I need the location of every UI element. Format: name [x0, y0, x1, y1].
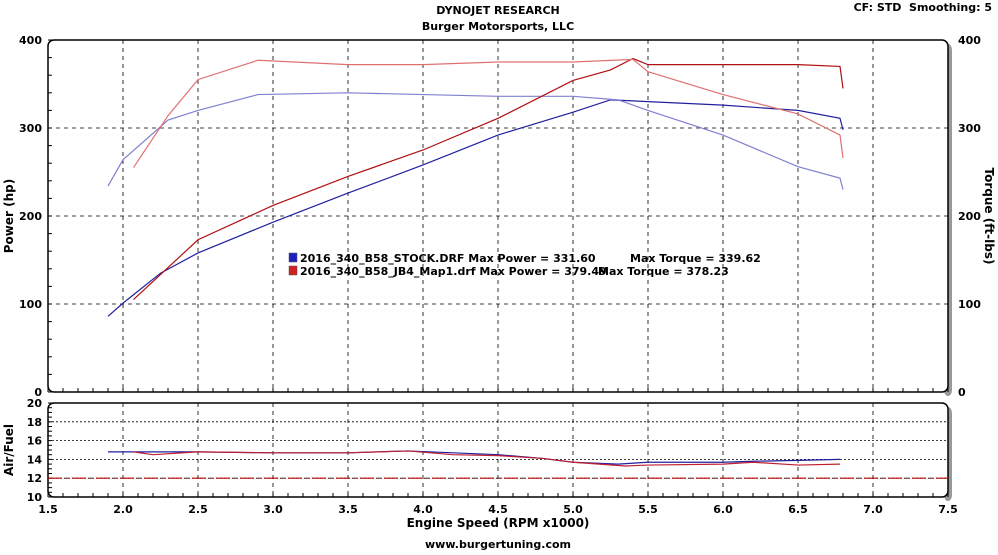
- legend-entry-torque: Max Torque = 378.23: [598, 265, 729, 278]
- y-tick-label: 100: [19, 298, 42, 311]
- y-tick-label: 16: [27, 435, 43, 448]
- x-tick-label: 3.0: [263, 503, 283, 516]
- x-tick-label: 4.0: [413, 503, 433, 516]
- y-tick-label: 300: [19, 122, 42, 135]
- y-axis-label-afr: Air/Fuel: [2, 424, 16, 476]
- y-tick-label: 0: [34, 386, 42, 399]
- settings-label: CF: STD Smoothing: 5: [854, 1, 992, 14]
- series-line-power-2: [133, 57, 844, 301]
- y-tick-label: 14: [27, 453, 43, 466]
- y-axis-label-torque: Torque (ft-lbs): [982, 168, 996, 265]
- y2-tick-label: 200: [958, 210, 981, 223]
- y2-tick-label: 0: [958, 386, 966, 399]
- legend-entry-torque: Max Torque = 339.62: [630, 252, 761, 265]
- series-line-torque-3: [133, 58, 844, 168]
- x-tick-label: 7.0: [863, 503, 883, 516]
- x-axis-label: Engine Speed (RPM x1000): [407, 516, 590, 530]
- y-tick-label: 20: [27, 397, 43, 410]
- x-tick-label: 3.5: [338, 503, 358, 516]
- footer-url: www.burgertuning.com: [425, 538, 571, 551]
- x-tick-label: 7.5: [938, 503, 958, 516]
- y-tick-label: 12: [27, 472, 42, 485]
- y2-tick-label: 400: [958, 34, 981, 47]
- y2-tick-label: 100: [958, 298, 981, 311]
- y2-tick-label: 300: [958, 122, 981, 135]
- x-tick-label: 5.5: [638, 503, 658, 516]
- x-tick-label: 6.0: [713, 503, 733, 516]
- y-tick-label: 400: [19, 34, 42, 47]
- plot-frame: [47, 402, 949, 498]
- series-line-torque-1: [107, 92, 844, 190]
- legend-entry-file: 2016_340_B58_JB4_Map1.drf Max Power = 37…: [300, 265, 607, 278]
- x-tick-label: 2.5: [188, 503, 208, 516]
- series-line-afr-1: [133, 450, 841, 467]
- x-tick-label: 1.5: [38, 503, 58, 516]
- y-tick-label: 18: [27, 416, 42, 429]
- y-tick-label: 10: [27, 491, 43, 504]
- chart-title: DYNOJET RESEARCH: [436, 4, 559, 17]
- y-axis-label-power: Power (hp): [2, 179, 16, 253]
- legend-swatch: [288, 252, 298, 263]
- legend-entry-file: 2016_340_B58_STOCK.DRF Max Power = 331.6…: [300, 252, 596, 265]
- y-tick-label: 200: [19, 210, 42, 223]
- x-tick-label: 6.5: [788, 503, 808, 516]
- series-line-power-0: [107, 99, 844, 317]
- x-tick-label: 2.0: [113, 503, 133, 516]
- x-tick-label: 4.5: [488, 503, 508, 516]
- chart-subtitle: Burger Motorsports, LLC: [422, 20, 574, 33]
- x-tick-label: 5.0: [563, 503, 583, 516]
- legend-swatch: [288, 265, 298, 276]
